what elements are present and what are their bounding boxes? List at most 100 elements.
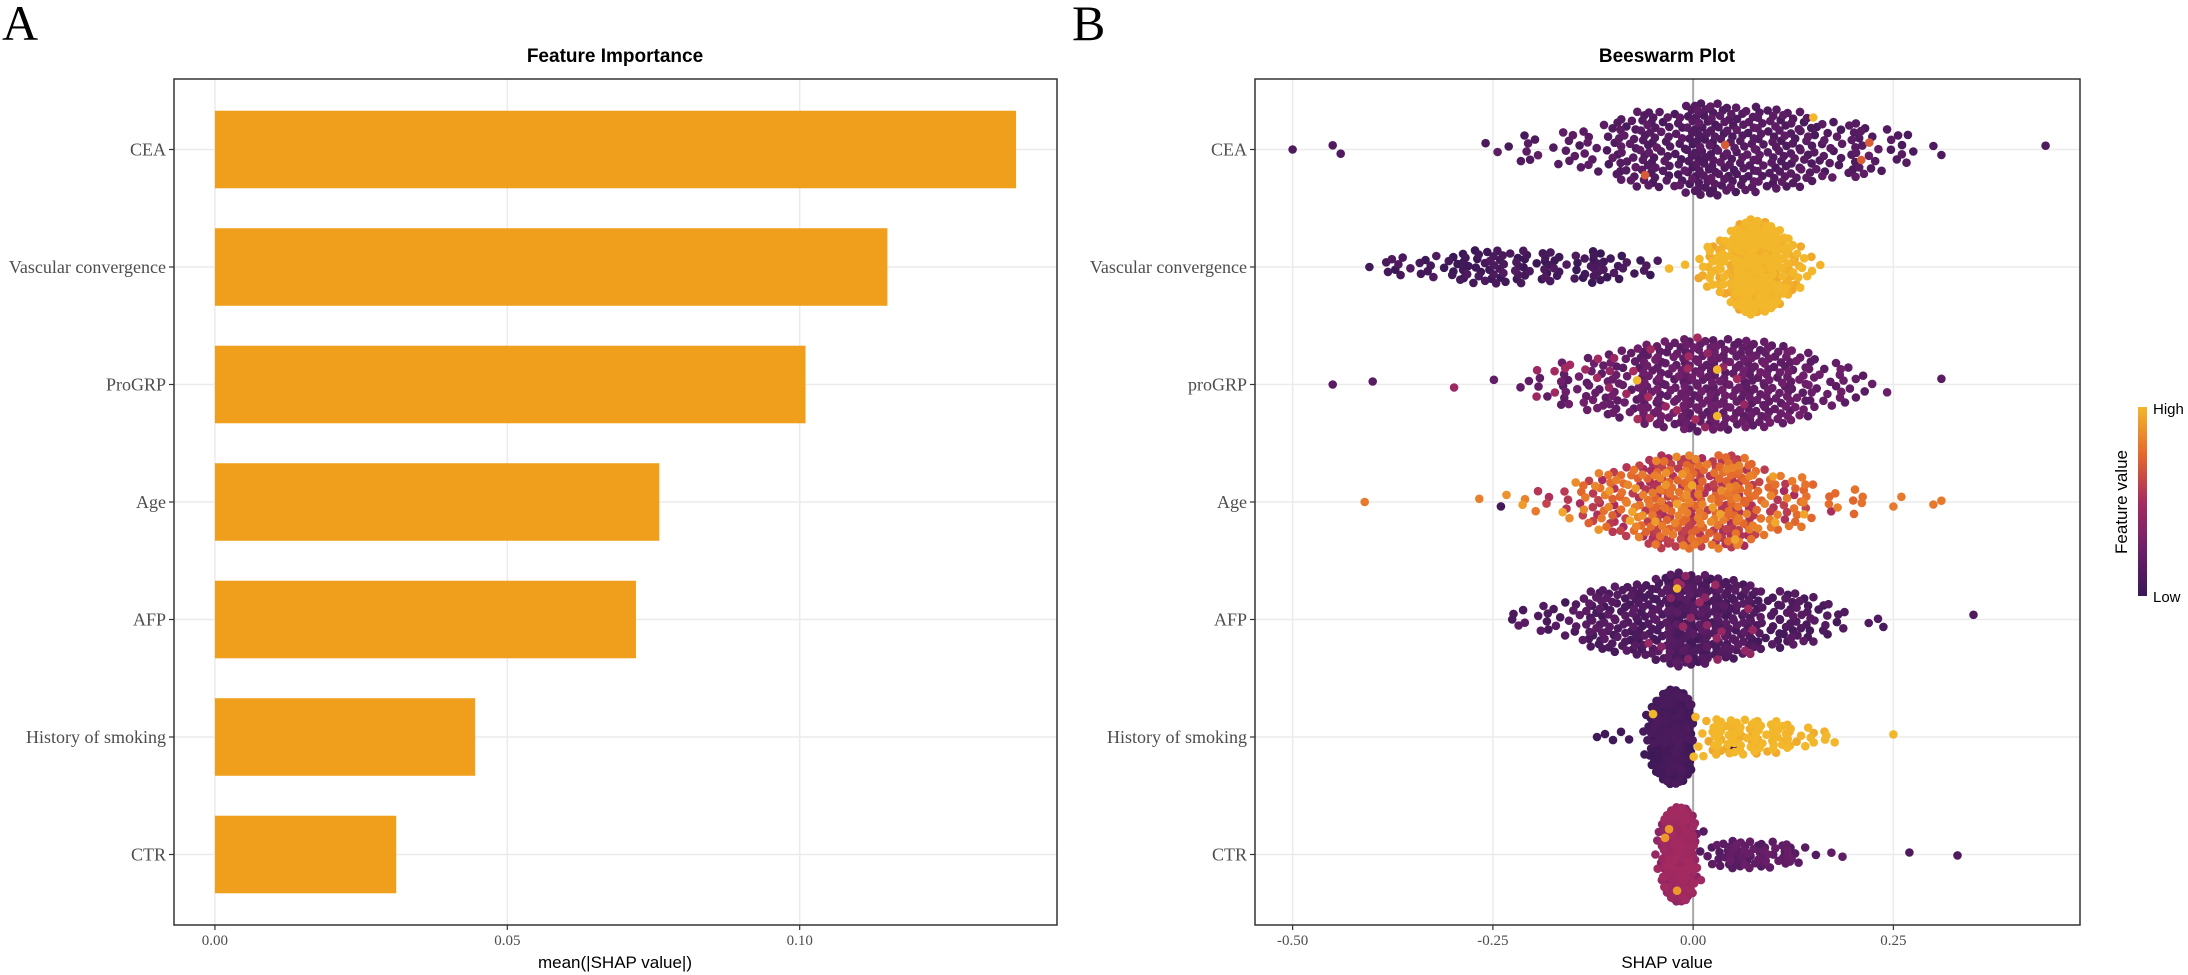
beeswarm-point xyxy=(1826,377,1835,387)
y-tick-label: AFP xyxy=(133,610,166,630)
beeswarm-point xyxy=(1785,242,1795,252)
beeswarm-point xyxy=(1612,475,1621,485)
beeswarm-point xyxy=(1670,689,1680,699)
beeswarm-point xyxy=(1830,738,1839,747)
beeswarm-point xyxy=(1684,156,1693,166)
beeswarm-point xyxy=(1795,375,1804,384)
beeswarm-point xyxy=(1755,743,1764,753)
beeswarm-point xyxy=(1665,767,1674,777)
beeswarm-point xyxy=(1662,515,1672,525)
beeswarm-point xyxy=(1845,121,1854,130)
beeswarm-point xyxy=(1593,267,1603,277)
beeswarm-point xyxy=(1762,730,1771,739)
beeswarm-point xyxy=(1474,271,1483,281)
beeswarm-point xyxy=(1680,260,1690,270)
beeswarm-point xyxy=(1864,151,1874,161)
legend-low-label: Low xyxy=(2153,589,2181,606)
beeswarm-point xyxy=(1682,145,1692,155)
beeswarm-point xyxy=(1620,398,1629,407)
beeswarm-point xyxy=(1705,188,1715,198)
beeswarm-point xyxy=(1781,161,1791,171)
beeswarm-point xyxy=(1533,611,1543,621)
beeswarm-point xyxy=(1675,113,1685,122)
beeswarm-point xyxy=(1725,357,1735,367)
beeswarm-point xyxy=(1744,117,1754,127)
beeswarm-point xyxy=(1787,346,1796,355)
beeswarm-point xyxy=(1416,269,1426,279)
beeswarm-point xyxy=(1722,465,1731,474)
beeswarm-point xyxy=(1695,142,1705,152)
beeswarm-point xyxy=(1365,262,1374,272)
beeswarm-point xyxy=(1683,710,1692,719)
beeswarm-point xyxy=(1765,418,1775,427)
beeswarm-point xyxy=(1751,731,1760,740)
panel-label-b: B xyxy=(1072,0,1105,51)
beeswarm-point xyxy=(1592,373,1602,383)
beeswarm-point xyxy=(1735,263,1745,273)
beeswarm-point xyxy=(1779,500,1789,510)
beeswarm-point xyxy=(1781,283,1791,293)
beeswarm-point xyxy=(1602,522,1611,531)
beeswarm-point xyxy=(1707,494,1716,504)
beeswarm-point xyxy=(1688,116,1697,126)
beeswarm-point xyxy=(1851,148,1861,158)
beeswarm-point xyxy=(1447,270,1457,280)
beeswarm-point xyxy=(1807,513,1816,523)
beeswarm-point xyxy=(1839,624,1848,633)
beeswarm-point xyxy=(1571,478,1580,487)
beeswarm-point xyxy=(1771,122,1780,131)
beeswarm-point xyxy=(1633,414,1642,424)
beeswarm-point xyxy=(1707,378,1717,388)
beeswarm-point xyxy=(1620,131,1629,140)
beeswarm-point xyxy=(1550,388,1560,397)
beeswarm-point xyxy=(1713,655,1722,664)
beeswarm-point xyxy=(1741,106,1751,116)
beeswarm-point xyxy=(1713,146,1723,155)
beeswarm-point xyxy=(1535,373,1545,383)
beeswarm-point xyxy=(1659,845,1669,855)
beeswarm-point xyxy=(1768,622,1778,631)
beeswarm-point xyxy=(1753,524,1763,533)
beeswarm-point xyxy=(1716,157,1725,167)
beeswarm-point xyxy=(1802,113,1812,123)
beeswarm-point xyxy=(1584,476,1594,486)
beeswarm-point xyxy=(1752,395,1762,405)
beeswarm-point xyxy=(1603,132,1613,141)
beeswarm-point xyxy=(1807,141,1817,151)
beeswarm-point xyxy=(1328,141,1337,150)
beeswarm-point xyxy=(1666,859,1675,869)
beeswarm-point xyxy=(1867,379,1877,389)
beeswarm-point xyxy=(1628,507,1637,517)
beeswarm-point xyxy=(1756,514,1766,523)
beeswarm-point xyxy=(1631,522,1641,531)
beeswarm-point xyxy=(1549,263,1559,273)
y-tick-label: ProGRP xyxy=(106,375,166,395)
beeswarm-point xyxy=(1554,252,1564,262)
beeswarm-point xyxy=(1510,266,1520,276)
beeswarm-point xyxy=(1726,182,1735,192)
beeswarm-point xyxy=(1678,866,1687,875)
beeswarm-point xyxy=(1661,527,1671,536)
beeswarm-point xyxy=(1568,130,1578,140)
beeswarm-point xyxy=(1792,356,1801,366)
beeswarm-point xyxy=(1656,127,1666,137)
beeswarm-point xyxy=(1670,840,1679,850)
beeswarm-point xyxy=(1617,115,1626,124)
beeswarm-point xyxy=(1702,716,1711,726)
beeswarm-point xyxy=(1691,454,1700,464)
beeswarm-point xyxy=(1692,863,1702,873)
beeswarm-point xyxy=(1501,277,1510,287)
beeswarm-point xyxy=(1678,517,1687,526)
beeswarm-point xyxy=(1582,405,1592,415)
beeswarm-point xyxy=(1661,380,1670,390)
beeswarm-point xyxy=(1574,372,1584,381)
beeswarm-point xyxy=(1697,387,1706,396)
beeswarm-point xyxy=(1686,864,1695,874)
beeswarm-point xyxy=(1645,413,1654,423)
beeswarm-point xyxy=(1616,175,1626,184)
beeswarm-point xyxy=(1634,383,1644,392)
beeswarm-point xyxy=(1768,837,1777,847)
beeswarm-point xyxy=(1728,391,1737,401)
beeswarm-point xyxy=(1653,864,1662,873)
beeswarm-point xyxy=(1707,114,1716,123)
